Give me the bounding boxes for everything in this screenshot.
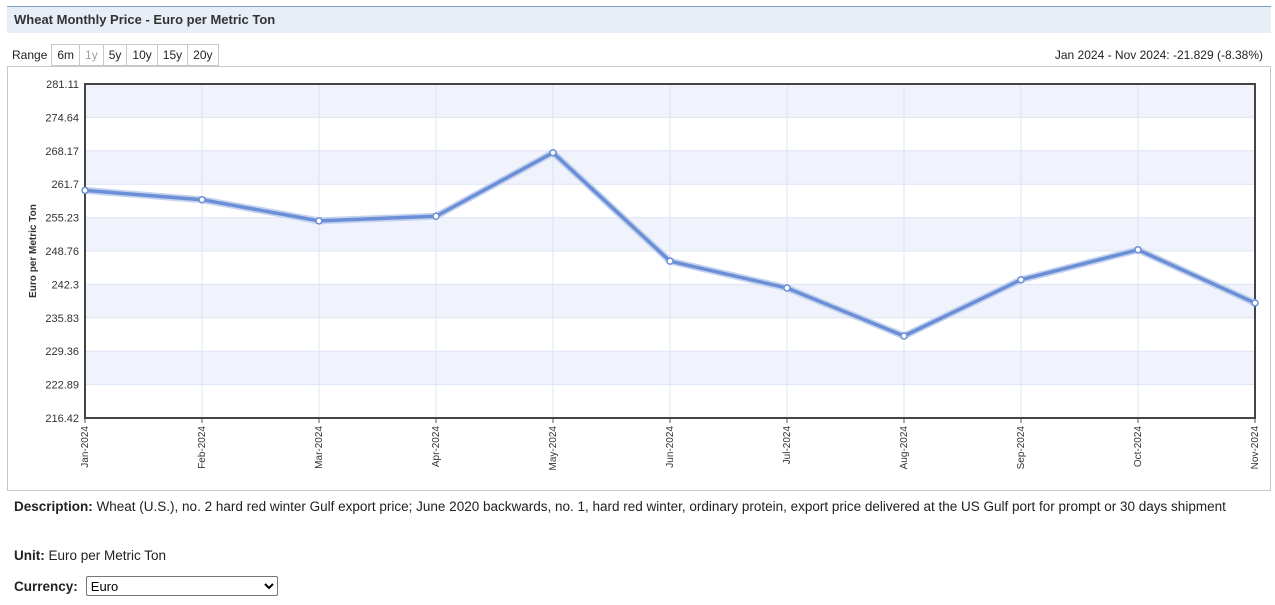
range-label: Range [12,48,48,62]
x-tick-label: Feb-2024 [197,426,208,469]
data-point[interactable] [1251,299,1259,307]
data-point[interactable] [81,186,89,195]
x-tick-label: May-2024 [548,426,559,471]
y-tick-label: 281.11 [46,79,79,91]
range-selector: Range 6m 1y 5y 10y 15y 20y [12,44,219,66]
y-tick-label: 248.76 [45,246,79,258]
x-tick-label: Apr-2024 [431,426,442,468]
y-tick-label: 216.42 [45,413,79,425]
y-tick-label: 235.83 [45,313,79,325]
x-tick-label: Oct-2024 [1133,426,1144,468]
x-tick-label: Aug-2024 [899,426,910,470]
data-point[interactable] [1017,275,1025,284]
y-tick-label: 255.23 [45,213,79,225]
description-label: Description: [14,499,93,514]
x-tick-label: Jun-2024 [665,426,676,468]
unit-text: Euro per Metric Ton [48,548,167,563]
y-axis-label: Euro per Metric Ton [28,204,39,298]
y-tick-label: 261.7 [51,179,79,191]
x-tick-label: Nov-2024 [1250,426,1261,470]
range-15y-button[interactable]: 15y [157,45,189,65]
range-5y-button[interactable]: 5y [103,45,128,65]
currency-row: Currency: Euro [14,576,278,596]
range-buttons: 6m 1y 5y 10y 15y 20y [51,44,219,66]
data-point[interactable] [783,284,791,292]
y-tick-label: 222.89 [45,380,79,392]
data-point[interactable] [1134,246,1142,254]
range-6m-button[interactable]: 6m [52,45,81,65]
currency-select[interactable]: Euro [85,576,278,596]
data-point[interactable] [315,217,323,225]
y-tick-label: 268.17 [45,146,79,158]
y-tick-label: 229.36 [45,346,79,358]
plot-border [84,83,1256,419]
x-tick-label: Jan-2024 [80,426,91,468]
data-point[interactable] [900,332,908,340]
x-tick-label: Sep-2024 [1016,426,1027,470]
y-tick-label: 242.3 [51,279,79,291]
data-point[interactable] [432,212,440,220]
x-tick-label: Mar-2024 [314,426,325,469]
x-tick-label: Jul-2024 [782,426,793,465]
data-point[interactable] [198,195,206,204]
description-text: Wheat (U.S.), no. 2 hard red winter Gulf… [96,499,1226,514]
range-10y-button[interactable]: 10y [127,45,158,65]
chart-frame: 281.11 274.64 268.17 261.7 255.23 248.76 242.3… [7,66,1271,491]
currency-label: Currency: [14,578,78,594]
line-chart: 281.11 274.64 268.17 261.7 255.23 248.76 242.3… [28,79,1261,471]
price-change-summary: Jan 2024 - Nov 2024: -21.829 (-8.38%) [1054,48,1263,62]
range-1y-button[interactable]: 1y [80,45,104,65]
range-20y-button[interactable]: 20y [188,45,218,65]
unit-line: Unit: Euro per Metric Ton [14,547,166,565]
chart-title: Wheat Monthly Price - Euro per Metric To… [7,6,1271,33]
description: Description: Wheat (U.S.), no. 2 hard re… [14,497,1229,517]
data-point[interactable] [549,148,557,157]
data-point[interactable] [666,257,674,265]
y-tick-label: 274.64 [45,112,79,124]
unit-label: Unit: [14,548,45,563]
